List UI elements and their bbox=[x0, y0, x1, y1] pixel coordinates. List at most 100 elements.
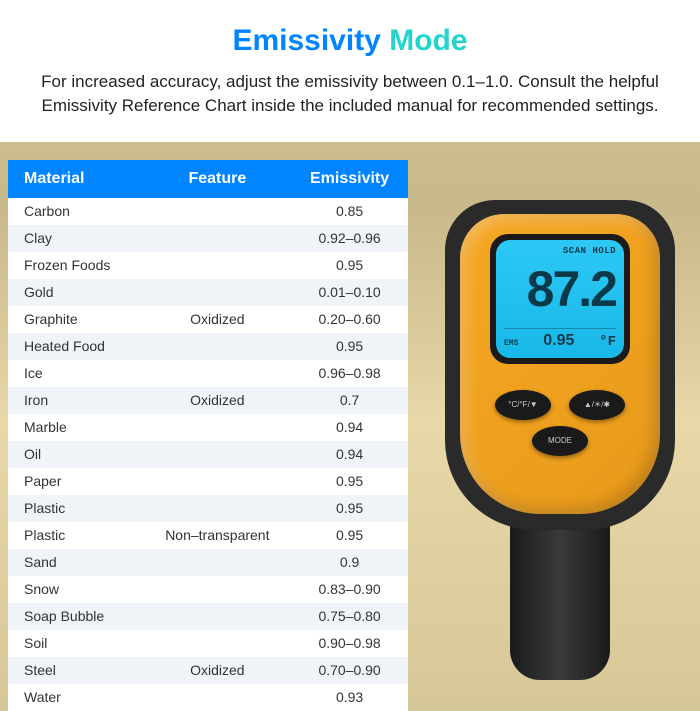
cell-emissivity: 0.90–0.98 bbox=[291, 630, 408, 657]
cell-feature bbox=[144, 225, 292, 252]
emissivity-table: Material Feature Emissivity Carbon0.85Cl… bbox=[8, 160, 408, 711]
lcd-screen: SCAN HOLD 87.2 EMS 0.95 °F bbox=[490, 234, 630, 364]
table-row: Water 0.93 bbox=[8, 684, 408, 711]
description-text: For increased accuracy, adjust the emiss… bbox=[40, 70, 660, 118]
cell-feature: Oxidized bbox=[144, 306, 292, 333]
cell-emissivity: 0.94 bbox=[291, 414, 408, 441]
cell-material: Iron bbox=[8, 387, 144, 414]
device-buttons: °C/°F/▼ ▲/☀/✱ MODE bbox=[480, 390, 640, 456]
cell-emissivity: 0.93 bbox=[291, 684, 408, 711]
cell-material: Soil bbox=[8, 630, 144, 657]
cell-feature: Oxidized bbox=[144, 387, 292, 414]
cell-material: Oil bbox=[8, 441, 144, 468]
table-row: Heated Food 0.95 bbox=[8, 333, 408, 360]
table-row: Sand 0.9 bbox=[8, 549, 408, 576]
cell-material: Frozen Foods bbox=[8, 252, 144, 279]
cell-emissivity: 0.83–0.90 bbox=[291, 576, 408, 603]
title-word-1: Emissivity bbox=[232, 24, 380, 57]
table-row: Soil 0.90–0.98 bbox=[8, 630, 408, 657]
emissivity-table-wrap: Material Feature Emissivity Carbon0.85Cl… bbox=[8, 160, 408, 711]
cell-feature bbox=[144, 549, 292, 576]
header-panel: Emissivity Mode For increased accuracy, … bbox=[0, 0, 700, 142]
cell-emissivity: 0.95 bbox=[291, 495, 408, 522]
cell-material: Clay bbox=[8, 225, 144, 252]
cell-emissivity: 0.20–0.60 bbox=[291, 306, 408, 333]
temperature-reading: 87.2 bbox=[504, 264, 616, 314]
cell-feature bbox=[144, 360, 292, 387]
table-row: Oil 0.94 bbox=[8, 441, 408, 468]
cell-feature bbox=[144, 198, 292, 225]
col-emissivity: Emissivity bbox=[291, 160, 408, 198]
cell-emissivity: 0.01–0.10 bbox=[291, 279, 408, 306]
cell-feature bbox=[144, 414, 292, 441]
cell-emissivity: 0.96–0.98 bbox=[291, 360, 408, 387]
up-light-button[interactable]: ▲/☀/✱ bbox=[569, 390, 625, 420]
cell-feature: Oxidized bbox=[144, 657, 292, 684]
scan-hold-label: SCAN HOLD bbox=[504, 246, 616, 256]
cell-feature bbox=[144, 630, 292, 657]
table-row: Soap Bubble 0.75–0.80 bbox=[8, 603, 408, 630]
cell-emissivity: 0.75–0.80 bbox=[291, 603, 408, 630]
title-word-2: Mode bbox=[389, 24, 467, 57]
thermometer-illustration: SCAN HOLD 87.2 EMS 0.95 °F °C/°F/▼ ▲/☀/✱… bbox=[428, 160, 692, 711]
cell-material: Gold bbox=[8, 279, 144, 306]
table-row: Clay 0.92–0.96 bbox=[8, 225, 408, 252]
cell-material: Soap Bubble bbox=[8, 603, 144, 630]
table-row: PlasticNon–transparent0.95 bbox=[8, 522, 408, 549]
cell-emissivity: 0.7 bbox=[291, 387, 408, 414]
cell-material: Marble bbox=[8, 414, 144, 441]
cell-feature bbox=[144, 576, 292, 603]
cell-material: Sand bbox=[8, 549, 144, 576]
table-header-row: Material Feature Emissivity bbox=[8, 160, 408, 198]
cell-feature bbox=[144, 333, 292, 360]
table-row: IronOxidized0.7 bbox=[8, 387, 408, 414]
cell-material: Plastic bbox=[8, 522, 144, 549]
cell-material: Carbon bbox=[8, 198, 144, 225]
cell-emissivity: 0.95 bbox=[291, 252, 408, 279]
cell-feature bbox=[144, 441, 292, 468]
cell-emissivity: 0.92–0.96 bbox=[291, 225, 408, 252]
cell-feature bbox=[144, 252, 292, 279]
table-row: Carbon 0.85 bbox=[8, 198, 408, 225]
temp-unit: °F bbox=[599, 334, 616, 350]
cell-material: Graphite bbox=[8, 306, 144, 333]
cell-material: Ice bbox=[8, 360, 144, 387]
ems-value: 0.95 bbox=[543, 332, 574, 350]
cell-emissivity: 0.95 bbox=[291, 333, 408, 360]
ems-label: EMS bbox=[504, 339, 518, 348]
col-feature: Feature bbox=[144, 160, 292, 198]
table-row: Gold 0.01–0.10 bbox=[8, 279, 408, 306]
cell-feature bbox=[144, 495, 292, 522]
cell-emissivity: 0.95 bbox=[291, 522, 408, 549]
cell-material: Steel bbox=[8, 657, 144, 684]
cell-feature bbox=[144, 603, 292, 630]
table-row: Ice 0.96–0.98 bbox=[8, 360, 408, 387]
col-material: Material bbox=[8, 160, 144, 198]
cell-emissivity: 0.9 bbox=[291, 549, 408, 576]
cell-emissivity: 0.94 bbox=[291, 441, 408, 468]
cf-down-button[interactable]: °C/°F/▼ bbox=[495, 390, 551, 420]
table-row: GraphiteOxidized0.20–0.60 bbox=[8, 306, 408, 333]
cell-emissivity: 0.95 bbox=[291, 468, 408, 495]
cell-material: Water bbox=[8, 684, 144, 711]
table-row: Plastic 0.95 bbox=[8, 495, 408, 522]
cell-feature bbox=[144, 684, 292, 711]
cell-feature: Non–transparent bbox=[144, 522, 292, 549]
cell-feature bbox=[144, 279, 292, 306]
table-row: Snow 0.83–0.90 bbox=[8, 576, 408, 603]
cell-material: Paper bbox=[8, 468, 144, 495]
table-row: Paper 0.95 bbox=[8, 468, 408, 495]
cell-material: Snow bbox=[8, 576, 144, 603]
cell-emissivity: 0.85 bbox=[291, 198, 408, 225]
screen-bottom-row: EMS 0.95 °F bbox=[504, 328, 616, 350]
cell-material: Plastic bbox=[8, 495, 144, 522]
table-row: Marble 0.94 bbox=[8, 414, 408, 441]
cell-material: Heated Food bbox=[8, 333, 144, 360]
content-area: Material Feature Emissivity Carbon0.85Cl… bbox=[0, 142, 700, 711]
cell-feature bbox=[144, 468, 292, 495]
page-title: Emissivity Mode bbox=[40, 24, 660, 58]
table-row: Frozen Foods 0.95 bbox=[8, 252, 408, 279]
cell-emissivity: 0.70–0.90 bbox=[291, 657, 408, 684]
table-row: SteelOxidized0.70–0.90 bbox=[8, 657, 408, 684]
mode-button[interactable]: MODE bbox=[532, 426, 588, 456]
